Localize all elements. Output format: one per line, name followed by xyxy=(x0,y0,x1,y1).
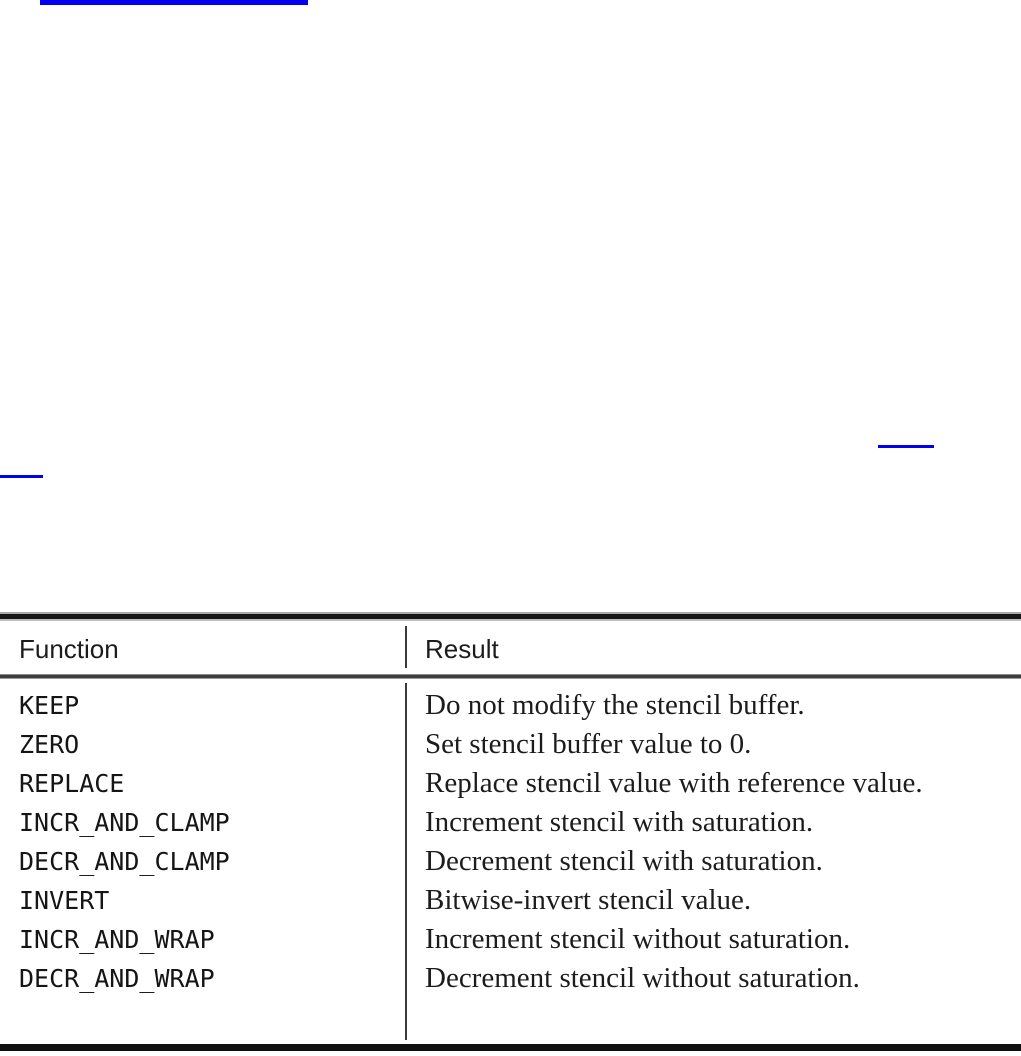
table-top-rule xyxy=(0,612,1021,621)
table-row: KEEP Do not modify the stencil buffer. xyxy=(0,686,1021,725)
hyperlink-underline-top[interactable] xyxy=(40,0,308,5)
stencil-operations-table: Function Result KEEP Do not modify the s… xyxy=(0,612,1021,1051)
column-header-function: Function xyxy=(19,634,119,664)
result-cell: Do not modify the stencil buffer. xyxy=(425,689,805,721)
table-row: ZERO Set stencil buffer value to 0. xyxy=(0,725,1021,764)
hyperlink-underline-middle-left[interactable] xyxy=(0,475,43,478)
result-cell: Decrement stencil without saturation. xyxy=(425,962,860,994)
column-divider-body xyxy=(405,683,407,1040)
column-divider-header xyxy=(405,626,407,668)
function-cell: KEEP xyxy=(19,691,80,720)
result-cell: Replace stencil value with reference val… xyxy=(425,767,923,799)
table-bottom-rule xyxy=(0,1044,1021,1051)
function-cell: DECR_AND_WRAP xyxy=(19,964,215,993)
table-row: DECR_AND_CLAMP Decrement stencil with sa… xyxy=(0,842,1021,881)
function-cell: INCR_AND_CLAMP xyxy=(19,808,230,837)
function-cell: DECR_AND_CLAMP xyxy=(19,847,230,876)
table-row: REPLACE Replace stencil value with refer… xyxy=(0,764,1021,803)
table-row: DECR_AND_WRAP Decrement stencil without … xyxy=(0,959,1021,998)
result-cell: Bitwise-invert stencil value. xyxy=(425,884,752,916)
hyperlink-underline-middle-right[interactable] xyxy=(878,445,934,448)
result-cell: Increment stencil with saturation. xyxy=(425,806,814,838)
table-body: KEEP Do not modify the stencil buffer. Z… xyxy=(0,686,1021,998)
function-cell: INCR_AND_WRAP xyxy=(19,925,215,954)
result-cell: Increment stencil without saturation. xyxy=(425,923,851,955)
result-cell: Decrement stencil with saturation. xyxy=(425,845,823,877)
table-row: INCR_AND_WRAP Increment stencil without … xyxy=(0,920,1021,959)
table-row: INVERT Bitwise-invert stencil value. xyxy=(0,881,1021,920)
function-cell: ZERO xyxy=(19,730,80,759)
table-header-separator-rule xyxy=(0,674,1021,679)
function-cell: INVERT xyxy=(19,886,110,915)
table-row: INCR_AND_CLAMP Increment stencil with sa… xyxy=(0,803,1021,842)
result-cell: Set stencil buffer value to 0. xyxy=(425,728,752,760)
function-cell: REPLACE xyxy=(19,769,125,798)
column-header-result: Result xyxy=(425,634,499,664)
